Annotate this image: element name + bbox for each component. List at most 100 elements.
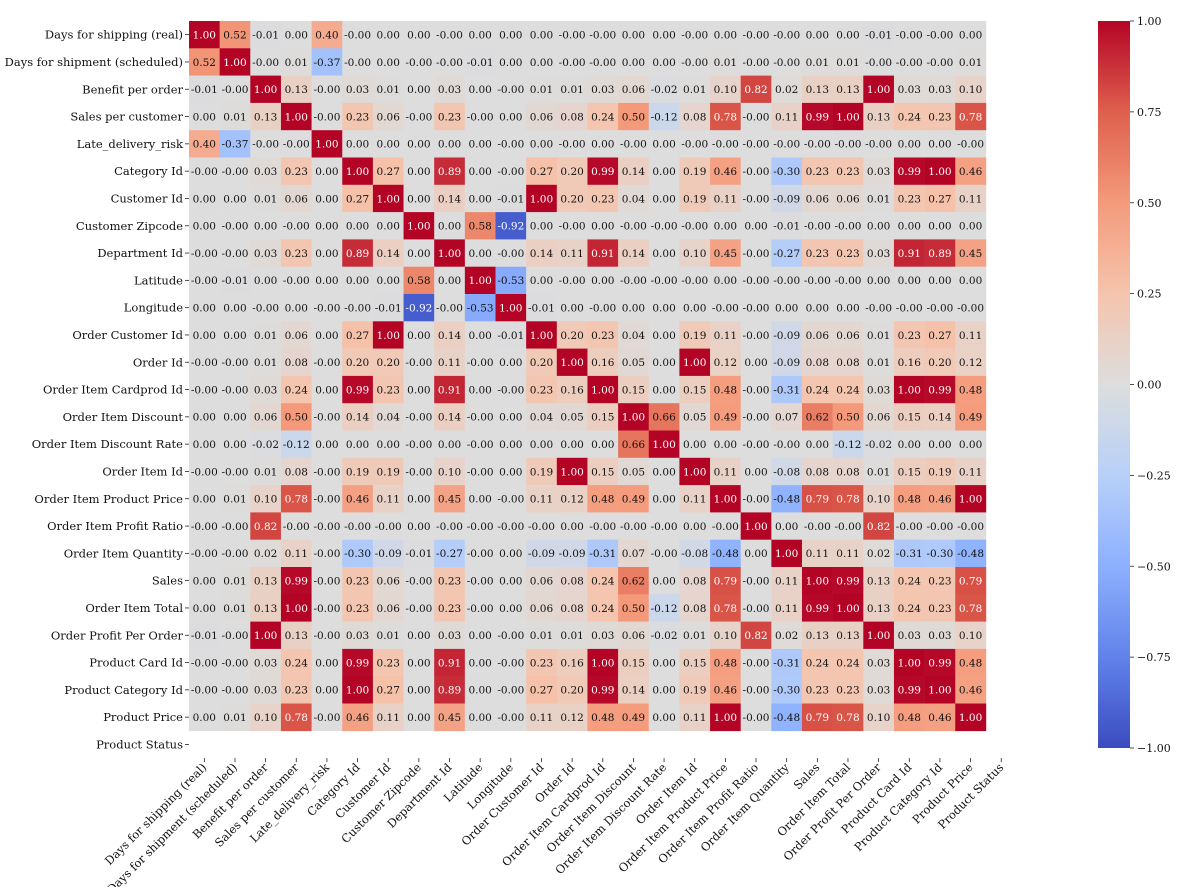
heatmap-cell	[403, 512, 435, 540]
heatmap-cell	[618, 375, 650, 404]
cell-value-label: 0.01	[254, 466, 277, 478]
heatmap-cell	[311, 676, 343, 704]
cell-value-label: -0.48	[773, 494, 800, 506]
row-label: Sales per customer	[70, 110, 183, 124]
cell-value-label: 0.00	[223, 302, 246, 314]
cell-value-label: -0.00	[743, 302, 770, 314]
cell-value-label: 0.00	[959, 439, 982, 451]
cell-value-label: -0.00	[743, 29, 770, 41]
cell-value-label: 1.00	[683, 357, 706, 369]
heatmap-cell	[802, 184, 833, 213]
heatmap-cell	[587, 676, 619, 704]
cell-value-label: -0.00	[620, 521, 647, 533]
cell-value-label: 0.06	[377, 603, 401, 615]
heatmap-cell	[189, 21, 220, 49]
cell-value-label: 0.00	[438, 139, 461, 151]
heatmap-cell	[280, 239, 312, 267]
heatmap-cell	[679, 676, 711, 704]
heatmap-cell	[771, 403, 803, 431]
cell-value-label: 0.00	[468, 166, 491, 178]
cell-value-label: 0.00	[714, 29, 737, 41]
heatmap-cell	[679, 621, 711, 650]
cell-value-label: 0.02	[775, 84, 798, 96]
cell-value-label: 0.23	[836, 685, 859, 697]
heatmap-cell	[618, 567, 650, 595]
heatmap-cell	[863, 212, 895, 240]
heatmap-cell	[924, 648, 956, 677]
heatmap-cell	[710, 375, 741, 404]
cell-value-label: 0.00	[193, 111, 216, 123]
cell-value-label: 0.00	[499, 412, 522, 424]
cell-value-label: 0.01	[223, 712, 246, 724]
cell-value-label: 0.00	[530, 29, 553, 41]
heatmap-cell	[434, 430, 466, 459]
heatmap-cell	[495, 621, 527, 650]
cell-value-label: 0.23	[377, 657, 400, 669]
heatmap-cell	[189, 648, 220, 677]
heatmap-cell	[924, 539, 956, 568]
cell-value-label: 0.00	[806, 302, 829, 314]
cell-value-label: 0.00	[806, 439, 829, 451]
heatmap-cell	[189, 321, 220, 349]
heatmap-cell	[618, 321, 650, 349]
heatmap-cell	[955, 594, 987, 622]
heatmap-cell	[648, 594, 680, 622]
colorbar-tick-label: −0.25	[1137, 469, 1171, 482]
heatmap-cell	[219, 648, 251, 677]
heatmap-cell	[403, 539, 435, 568]
cell-value-label: 0.20	[928, 357, 951, 369]
heatmap-cell	[771, 703, 803, 732]
heatmap-cell	[893, 157, 925, 186]
cell-value-label: 0.01	[530, 630, 553, 642]
heatmap-cell	[434, 212, 466, 240]
heatmap-cell	[250, 130, 282, 158]
cell-value-label: -0.00	[313, 712, 340, 724]
cell-value-label: 1.00	[407, 221, 430, 233]
heatmap-cell	[250, 348, 282, 377]
cell-value-label: 0.13	[254, 603, 277, 615]
cell-value-label: 0.13	[867, 603, 890, 615]
row-label: Order Item Profit Ratio	[47, 519, 183, 533]
cell-value-label: 0.00	[898, 275, 921, 287]
cell-value-label: 0.19	[346, 466, 369, 478]
heatmap-cell	[587, 321, 619, 349]
cell-value-label: 0.82	[867, 521, 890, 533]
cell-value-label: 0.00	[530, 221, 553, 233]
heatmap-cell	[342, 676, 374, 704]
cell-value-label: -0.09	[773, 193, 800, 205]
heatmap-cell	[587, 212, 619, 240]
heatmap-cell	[955, 621, 987, 650]
cell-value-label: 1.00	[377, 330, 400, 342]
heatmap-cell	[618, 212, 650, 240]
row-label: Latitude	[134, 273, 183, 287]
cell-value-label: 0.08	[806, 357, 829, 369]
cell-value-label: 0.03	[867, 248, 890, 260]
heatmap-cell	[556, 457, 588, 486]
cell-value-label: -0.00	[222, 357, 249, 369]
cell-value-label: -0.01	[375, 302, 402, 314]
heatmap-cell	[924, 130, 956, 158]
heatmap-cell	[924, 184, 956, 213]
cell-value-label: 0.00	[438, 275, 461, 287]
cell-value-label: -0.00	[743, 166, 770, 178]
heatmap-cell	[189, 485, 220, 513]
heatmap-cell	[587, 130, 619, 158]
cell-value-label: 0.03	[867, 657, 890, 669]
cell-value-label: -0.00	[497, 384, 524, 396]
heatmap-cell	[832, 75, 864, 104]
cell-value-label: 0.00	[377, 221, 400, 233]
cell-value-label: 0.13	[867, 111, 890, 123]
heatmap-cell	[802, 430, 833, 459]
heatmap-cell	[556, 294, 588, 322]
heatmap-cell	[955, 539, 987, 568]
heatmap-cell	[372, 239, 404, 267]
cell-value-label: 0.01	[223, 494, 246, 506]
heatmap-cell	[771, 676, 803, 704]
heatmap-cell	[372, 512, 404, 540]
cell-value-label: 0.00	[407, 384, 430, 396]
cell-value-label: 0.00	[652, 166, 675, 178]
heatmap-cell	[710, 648, 741, 677]
heatmap-cell	[863, 403, 895, 431]
cell-value-label: 0.00	[652, 466, 675, 478]
